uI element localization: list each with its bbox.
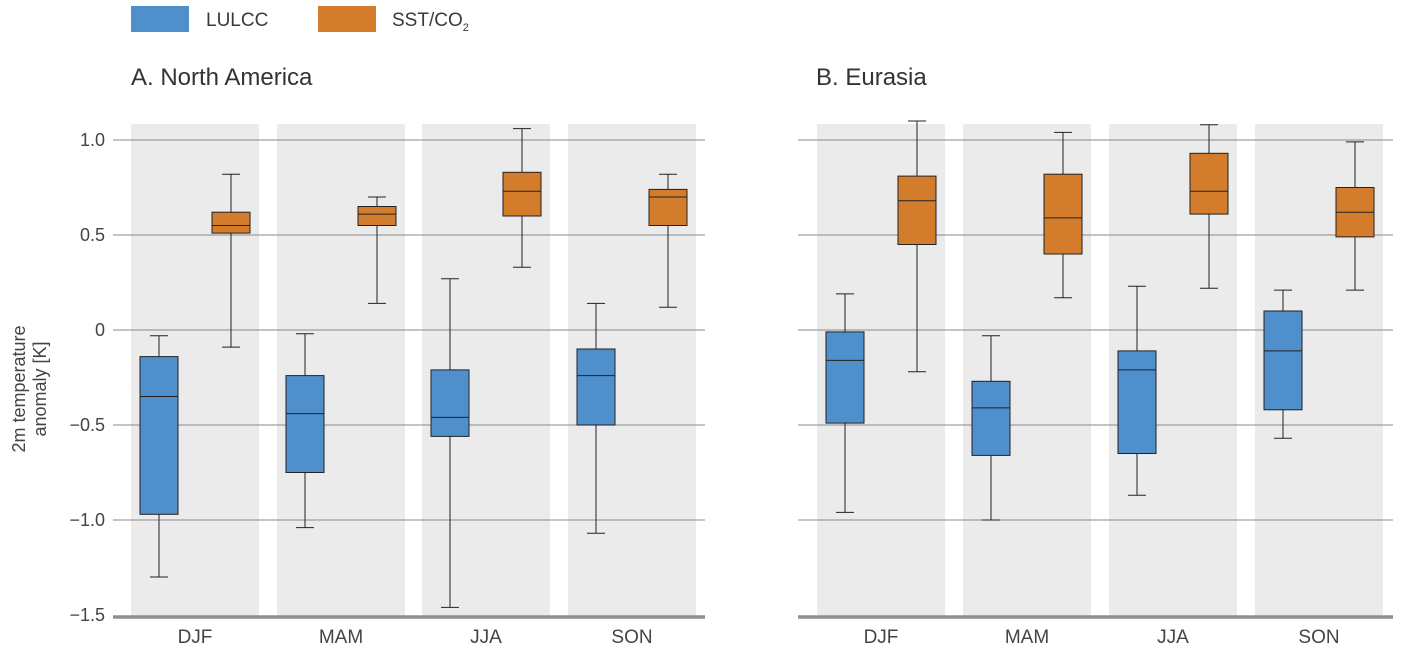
legend-swatch-lulcc bbox=[131, 6, 189, 32]
y-tick-label: 0.5 bbox=[80, 225, 105, 245]
box-iqr bbox=[1189, 152, 1229, 215]
x-tick-label: DJF bbox=[864, 627, 899, 648]
box-sst-djf bbox=[211, 173, 251, 348]
box-lulcc-mam bbox=[971, 335, 1011, 521]
legend-swatch-sst bbox=[318, 6, 376, 32]
x-tick-label: DJF bbox=[178, 627, 213, 648]
box-iqr bbox=[576, 348, 616, 426]
panel-eurasia: DJF MAM JJA SON bbox=[798, 120, 1393, 648]
band-mam bbox=[277, 124, 405, 616]
box-iqr bbox=[1117, 350, 1157, 454]
panel-title-eurasia: B. Eurasia bbox=[816, 64, 927, 91]
x-tick-label: MAM bbox=[319, 627, 363, 648]
x-tick-label: JJA bbox=[470, 627, 502, 648]
x-tick-label: MAM bbox=[1005, 627, 1049, 648]
legend-label-lulcc: LULCC bbox=[206, 10, 269, 31]
box-iqr bbox=[1043, 173, 1083, 255]
panel-title-north-america: A. North America bbox=[131, 64, 313, 91]
box-sst-mam bbox=[1043, 131, 1083, 299]
box-sst-mam bbox=[357, 196, 397, 304]
box-iqr bbox=[825, 331, 865, 424]
box-iqr bbox=[285, 375, 325, 474]
legend-label-sst: SST/CO2 bbox=[392, 10, 469, 34]
box-iqr bbox=[502, 171, 542, 217]
y-tick-label: 0 bbox=[95, 320, 105, 340]
box-iqr bbox=[971, 380, 1011, 456]
box-sst-jja bbox=[1189, 124, 1229, 289]
x-tick-label: SON bbox=[611, 627, 652, 648]
box-iqr bbox=[430, 369, 470, 437]
box-lulcc-djf bbox=[825, 293, 865, 513]
box-sst-jja bbox=[502, 128, 542, 268]
y-tick-label: −1.5 bbox=[69, 605, 105, 625]
y-tick-label: −1.0 bbox=[69, 510, 105, 530]
box-iqr bbox=[139, 356, 179, 515]
box-lulcc-jja bbox=[430, 278, 470, 608]
y-tick-label: −0.5 bbox=[69, 415, 105, 435]
box-iqr bbox=[648, 188, 688, 226]
y-tick-label: 1.0 bbox=[80, 130, 105, 150]
box-lulcc-jja bbox=[1117, 285, 1157, 496]
box-sst-djf bbox=[897, 120, 937, 373]
box-iqr bbox=[211, 211, 251, 234]
x-tick-label: SON bbox=[1298, 627, 1339, 648]
box-sst-son bbox=[648, 173, 688, 308]
box-lulcc-son bbox=[576, 302, 616, 534]
box-iqr bbox=[1263, 310, 1303, 411]
box-lulcc-djf bbox=[139, 335, 179, 578]
box-iqr bbox=[897, 175, 937, 246]
box-lulcc-son bbox=[1263, 289, 1303, 439]
box-lulcc-mam bbox=[285, 333, 325, 529]
box-iqr bbox=[357, 206, 397, 226]
panel-north-america: 1.0 0.5 0 −0.5 −1.0 −1.5 DJF MAM JJA SON bbox=[69, 124, 705, 648]
x-tick-label: JJA bbox=[1157, 627, 1189, 648]
box-sst-son bbox=[1335, 141, 1375, 291]
